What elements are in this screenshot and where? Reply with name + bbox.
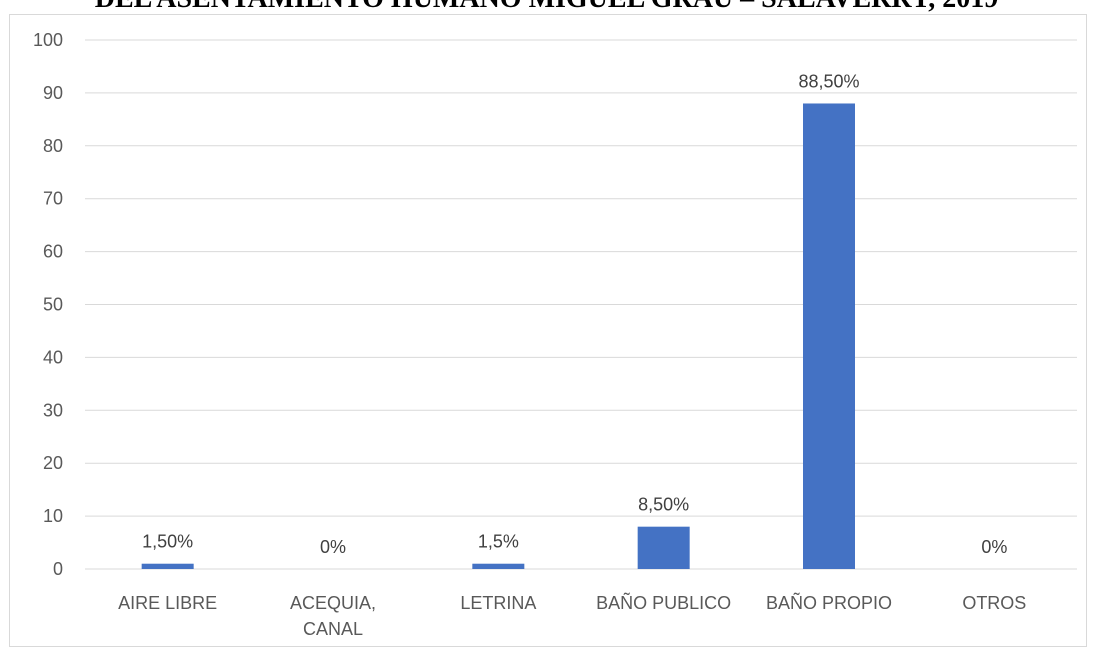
x-category-label: LETRINA — [460, 593, 536, 613]
y-tick-label: 30 — [43, 400, 63, 420]
y-tick-label: 70 — [43, 189, 63, 209]
y-tick-label: 100 — [33, 30, 63, 50]
y-tick-label: 90 — [43, 83, 63, 103]
y-tick-label: 0 — [53, 559, 63, 579]
data-label: 0% — [981, 537, 1007, 557]
x-category-label: ACEQUIA, — [290, 593, 376, 613]
x-category-label: BAÑO PROPIO — [766, 592, 892, 613]
x-category-label: CANAL — [303, 619, 363, 639]
y-tick-label: 80 — [43, 136, 63, 156]
chart-title: DEL ASENTAMIENTO HUMANO MIGUEL GRAU – SA… — [0, 0, 1093, 13]
y-tick-label: 40 — [43, 347, 63, 367]
data-label: 1,50% — [142, 532, 193, 552]
chart-frame — [9, 14, 1087, 647]
x-category-label: BAÑO PUBLICO — [596, 592, 731, 613]
x-category-label: AIRE LIBRE — [118, 593, 217, 613]
bar — [472, 563, 525, 569]
data-label: 0% — [320, 537, 346, 557]
y-tick-label: 20 — [43, 453, 63, 473]
data-label: 8,50% — [638, 495, 689, 515]
y-tick-label: 50 — [43, 295, 63, 315]
y-tick-label: 10 — [43, 506, 63, 526]
bar — [141, 563, 194, 569]
data-label: 1,5% — [478, 532, 519, 552]
x-category-label: OTROS — [962, 593, 1026, 613]
bar — [637, 526, 690, 569]
data-label: 88,50% — [798, 71, 859, 91]
bar — [803, 103, 855, 569]
y-tick-label: 60 — [43, 242, 63, 262]
